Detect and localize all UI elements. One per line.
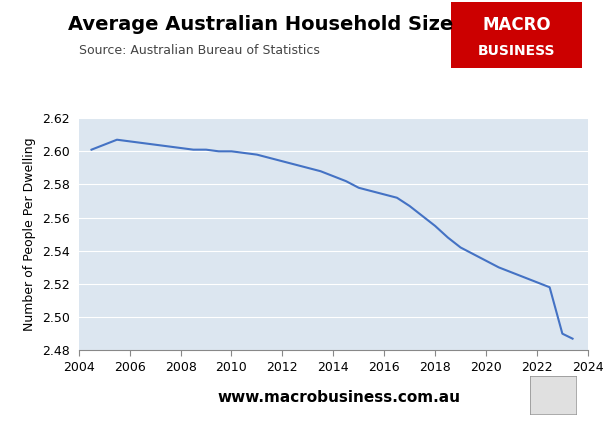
Text: Average Australian Household Size: Average Australian Household Size xyxy=(68,15,453,34)
Text: MACRO: MACRO xyxy=(482,16,551,34)
Text: BUSINESS: BUSINESS xyxy=(478,44,555,58)
Text: www.macrobusiness.com.au: www.macrobusiness.com.au xyxy=(218,390,461,405)
Text: Source: Australian Bureau of Statistics: Source: Australian Bureau of Statistics xyxy=(79,44,319,57)
Y-axis label: Number of People Per Dwelling: Number of People Per Dwelling xyxy=(23,138,36,331)
